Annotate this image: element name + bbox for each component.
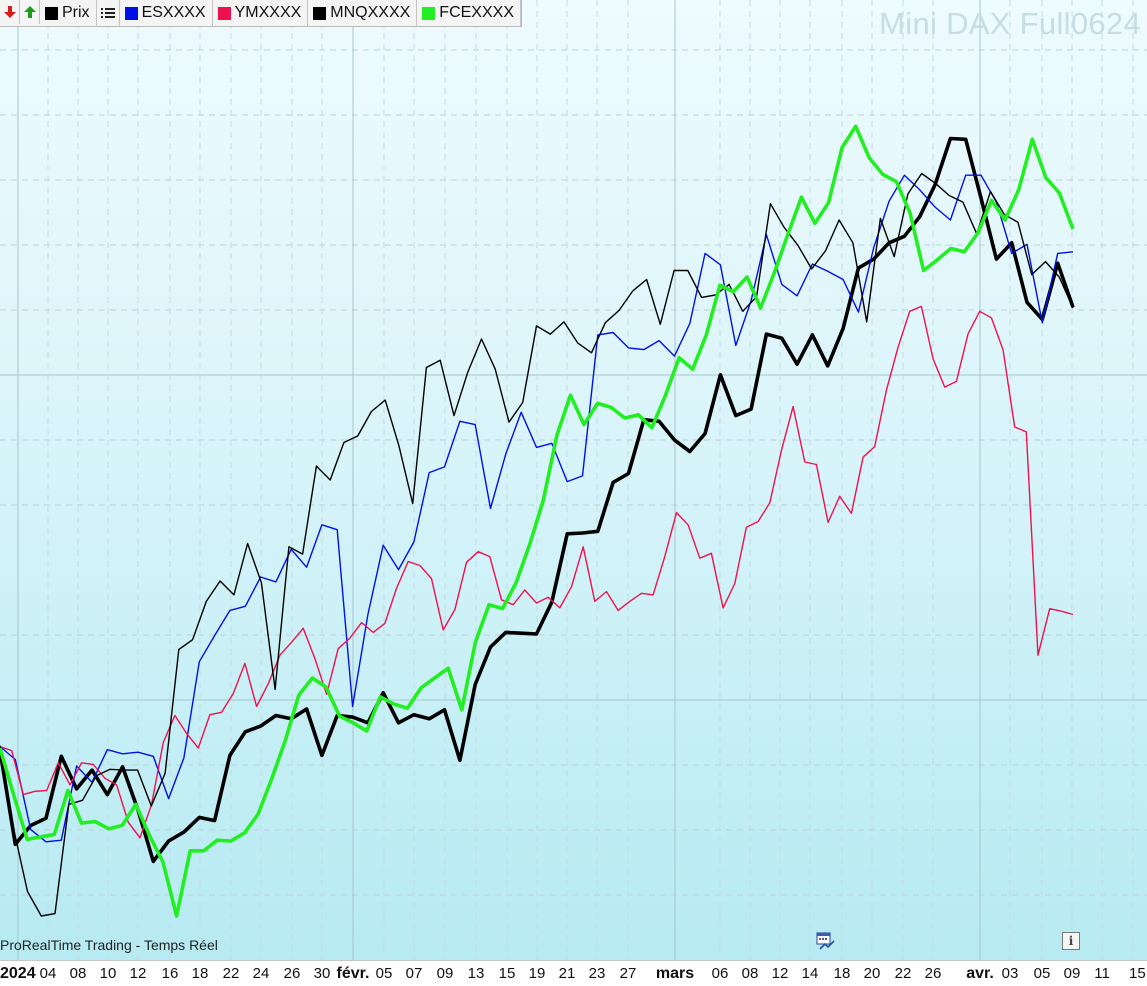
x-tick-label: 03 [1001,965,1019,982]
info-icon[interactable]: i [1062,932,1080,950]
x-tick-label: 16 [161,965,179,982]
x-tick-label: 12 [771,965,789,982]
series-line-ymxxxx [0,305,1074,839]
legend-label: FCEXXXX [439,4,514,21]
x-tick-label: 15 [498,965,516,982]
legend-swatch [217,6,231,20]
data-source-label: ProRealTime Trading - Temps Réel [0,937,218,953]
x-tick-label: 06 [711,965,729,982]
x-tick-label: 05 [1033,965,1051,982]
x-tick-label: 22 [222,965,240,982]
x-tick-label: 11 [1094,965,1110,982]
legend-swatch [124,6,138,20]
price-chart [0,0,1147,960]
legend-swatch [45,6,58,20]
x-tick-label: 13 [467,965,485,982]
x-tick-label: 21 [558,965,576,982]
legend-item-prix[interactable]: Prix [40,0,97,26]
x-tick-label: 30 [313,965,331,982]
legend-bar: Prix ESXXXX YMXXXX MNQXXXX FCEXXXX [0,0,522,27]
x-tick-label: 04 [39,965,57,982]
x-tick-label: 15 [1129,965,1146,982]
legend-swatch [313,6,327,20]
series-line-prix [0,136,1075,864]
x-axis: 2024 04 08 10 12 16 18 22 24 26 30 févr. 05 07 09 13 15 1… [0,960,1147,986]
x-tick-label: 18 [833,965,851,982]
x-tick-label: 09 [436,965,454,982]
x-tick-label: 18 [191,965,209,982]
series-line-fcexxxx [0,124,1075,918]
x-tick-label: 27 [619,965,637,982]
x-tick-label: 2024 [0,965,36,982]
x-tick-label: 23 [588,965,606,982]
x-tick-label: 10 [99,965,117,982]
chart-title-watermark: Mini DAX Full0624 [879,6,1141,41]
x-tick-label: 08 [69,965,87,982]
x-tick-label: 22 [894,965,912,982]
series-line-esxxxx [0,174,1074,843]
x-tick-label: mars [655,965,695,982]
legend-label: MNQXXXX [330,4,411,21]
series-line-mnqxxxx [0,172,1074,917]
x-tick-label: 26 [924,965,942,982]
legend-label: YMXXXX [234,4,302,21]
x-tick-label: 08 [741,965,759,982]
calendar-chart-icon[interactable] [816,931,836,951]
x-tick-label: 09 [1063,965,1081,982]
legend-item-esxxxx[interactable]: ESXXXX [120,0,213,26]
legend-label: Prix [62,4,90,21]
legend-item-ymxxxx[interactable]: YMXXXX [213,0,309,26]
x-tick-label: 24 [252,965,270,982]
x-tick-label: avr. [966,965,994,982]
x-tick-label: 12 [129,965,147,982]
x-tick-label: 14 [801,965,819,982]
x-tick-label: 19 [528,965,546,982]
x-tick-label: 07 [405,965,423,982]
x-tick-label: 26 [283,965,301,982]
x-tick-label: févr. [336,965,370,982]
legend-label: ESXXXX [141,4,206,21]
arrow-up-icon[interactable] [20,0,40,24]
x-tick-label: 05 [375,965,393,982]
legend-item-fcexxxx[interactable]: FCEXXXX [417,0,521,26]
chart-area[interactable] [0,0,1147,960]
arrow-down-icon[interactable] [0,0,20,24]
legend-item-mnqxxxx[interactable]: MNQXXXX [308,0,418,26]
list-icon[interactable] [97,0,120,26]
x-tick-label: 20 [863,965,881,982]
legend-swatch [422,6,436,20]
